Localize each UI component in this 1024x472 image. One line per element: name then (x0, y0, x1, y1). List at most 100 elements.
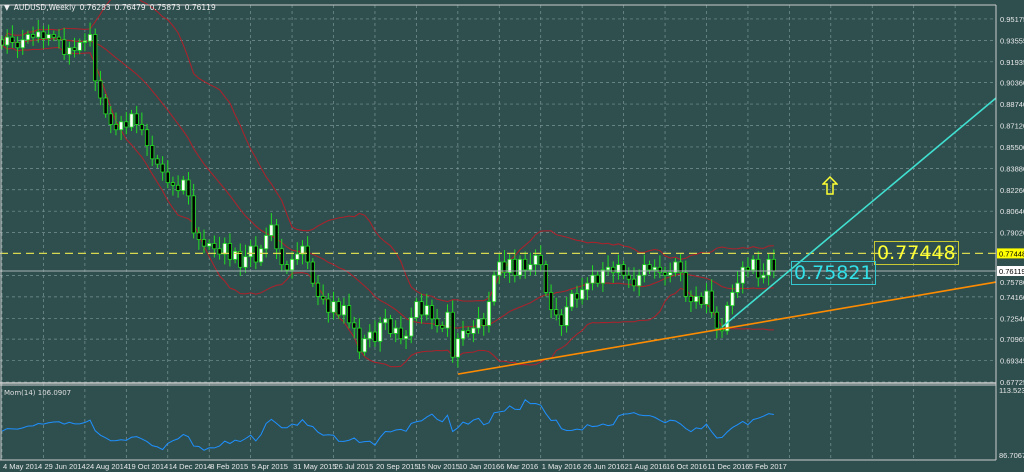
date-tick-label: 16 Oct 2016 (666, 462, 707, 471)
candle (289, 258, 295, 271)
date-tick-label: 10 Jan 2016 (459, 462, 500, 471)
candle (372, 331, 378, 342)
candle (56, 36, 62, 41)
symbol-label: AUDUSD,Weekly (13, 3, 76, 12)
candle (533, 254, 538, 266)
candle (357, 327, 362, 353)
candle (771, 258, 776, 272)
candle (227, 243, 233, 260)
candle (414, 301, 419, 318)
candle (626, 274, 631, 280)
candle (409, 317, 414, 337)
candle (201, 239, 207, 247)
price-label-trendline[interactable]: 0.75821 (791, 261, 876, 285)
candle (704, 290, 709, 305)
date-tick-label: 4 May 2014 (3, 462, 42, 471)
date-tick-label: 5 Feb 2017 (749, 462, 787, 471)
candle (429, 305, 435, 320)
candle (15, 42, 20, 49)
price-label-resistance[interactable]: 0.77448 (874, 241, 959, 265)
candle (165, 171, 170, 184)
candle (212, 243, 217, 250)
candle (714, 311, 719, 329)
candle (129, 113, 134, 128)
price-tick-label: 0.93555 (1000, 36, 1024, 45)
date-tick-label: 14 Dec 2014 (169, 462, 212, 471)
candle (264, 235, 269, 250)
candle (82, 40, 87, 43)
candle (491, 274, 497, 303)
triangle-down-icon[interactable]: ▼ (4, 3, 10, 12)
candle (466, 330, 471, 334)
candle (538, 254, 543, 266)
candle (751, 258, 756, 271)
price-tick-label: 0.70965 (1000, 335, 1024, 344)
candle (269, 224, 274, 236)
bollinger-middle (1, 38, 774, 329)
candle (176, 184, 181, 191)
candle (709, 290, 714, 313)
candle (378, 322, 383, 342)
candle (455, 338, 460, 358)
candle (362, 338, 367, 353)
open-value: 0.76283 (79, 3, 111, 12)
candle (217, 248, 222, 255)
candle (497, 261, 502, 276)
candle (62, 39, 67, 55)
candle (346, 305, 352, 324)
date-tick-label: 31 May 2015 (293, 462, 336, 471)
candle (51, 34, 56, 38)
candle (662, 272, 668, 276)
candle (0, 39, 5, 46)
candle (688, 295, 694, 303)
up-arrow-icon[interactable] (822, 176, 838, 196)
candle (10, 36, 15, 43)
candle (207, 243, 212, 247)
price-tag-label: 0.77448 (999, 249, 1024, 258)
chart-header: ▼ AUDUSD,Weekly 0.76283 0.76479 0.75873 0.761… (4, 3, 220, 12)
candle (621, 264, 626, 276)
momentum-line (1, 399, 774, 451)
candle (284, 264, 290, 271)
candle (673, 261, 678, 273)
candle (523, 258, 528, 271)
candle (41, 31, 46, 39)
date-tick-label: 24 Aug 2014 (86, 462, 128, 471)
candle (181, 179, 186, 191)
candle (419, 301, 424, 316)
candle (683, 272, 688, 297)
candle (678, 261, 683, 273)
date-tick-label: 1 May 2016 (542, 462, 581, 471)
candle (388, 318, 393, 334)
candle (460, 330, 466, 340)
cyan-trendline (721, 97, 997, 328)
candle (295, 253, 300, 260)
candle (600, 269, 605, 284)
candle (279, 248, 284, 266)
candle (232, 251, 238, 260)
candle (585, 282, 590, 291)
candle (756, 258, 761, 279)
price-tag-bg (997, 248, 1024, 259)
candle (150, 145, 155, 160)
candle (25, 34, 31, 41)
candle (310, 261, 315, 284)
bollinger-lower (1, 44, 774, 368)
candle (124, 121, 129, 128)
candle (248, 245, 253, 258)
candle (440, 325, 445, 329)
candle (740, 266, 745, 284)
candle (331, 301, 336, 313)
candle (725, 305, 730, 332)
candle (424, 305, 429, 316)
candle (305, 245, 310, 263)
bollinger-bands (1, 0, 774, 368)
price-tick-label: 0.91935 (1000, 58, 1024, 67)
candle (134, 113, 139, 125)
candle (5, 36, 10, 46)
